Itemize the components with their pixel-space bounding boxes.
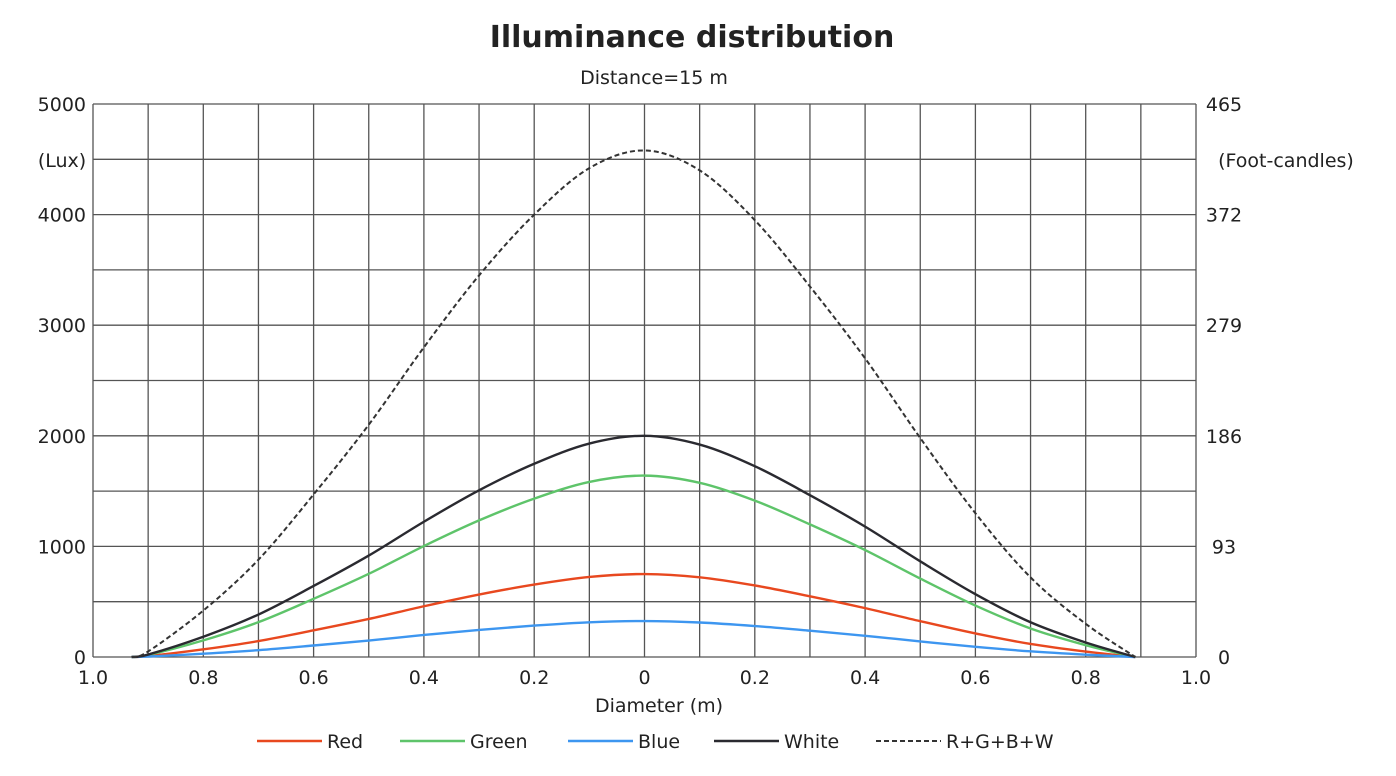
x-tick-label: 0	[638, 667, 650, 689]
y-right-tick-label: 465	[1206, 94, 1242, 116]
y-left-tick-label: 0	[74, 647, 86, 669]
y-right-tick-label: 279	[1206, 315, 1242, 337]
legend: Red Green Blue White R+G+B+W	[257, 731, 1054, 753]
y-right-tick-label: 372	[1206, 205, 1242, 227]
legend-label: Red	[327, 731, 363, 753]
legend-label: White	[784, 731, 839, 753]
y-right-tick-label: 0	[1218, 647, 1230, 669]
x-tick-label: 0.8	[188, 667, 218, 689]
series-line-r-g-b-w	[131, 149, 1136, 658]
y-right-tick-label: 93	[1212, 536, 1236, 558]
y-left-tick-label: 2000	[38, 426, 86, 448]
chart-subtitle: Distance=15 m	[580, 67, 728, 89]
x-tick-label: 1.0	[78, 667, 108, 689]
grid	[92, 103, 1197, 658]
x-tick-label: 0.4	[850, 667, 880, 689]
legend-label: R+G+B+W	[946, 731, 1054, 753]
chart-title: Illuminance distribution	[490, 20, 895, 55]
legend-label: Blue	[638, 731, 680, 753]
x-tick-label: 0.6	[960, 667, 990, 689]
x-tick-label: 0.8	[1071, 667, 1101, 689]
y-right-tick-label: 186	[1206, 426, 1242, 448]
y-left-tick-label: 3000	[38, 315, 86, 337]
x-axis-label: Diameter (m)	[595, 695, 723, 717]
x-tick-label: 0.2	[740, 667, 770, 689]
series-line-blue	[131, 619, 1136, 659]
series-line-green	[131, 474, 1136, 659]
x-tick-label: 0.4	[409, 667, 439, 689]
series-line-white	[131, 434, 1136, 659]
legend-label: Green	[470, 731, 528, 753]
series-line-red	[131, 572, 1136, 659]
series-lines	[131, 149, 1136, 659]
x-tick-label: 0.2	[519, 667, 549, 689]
y-left-tick-label: 4000	[38, 205, 86, 227]
x-tick-label: 1.0	[1181, 667, 1211, 689]
y-left-label: (Lux)	[38, 150, 86, 172]
y-right-label: (Foot-candles)	[1218, 150, 1354, 172]
x-tick-label: 0.6	[298, 667, 328, 689]
y-left-tick-label: 1000	[38, 536, 86, 558]
y-left-tick-label: 5000	[38, 94, 86, 116]
